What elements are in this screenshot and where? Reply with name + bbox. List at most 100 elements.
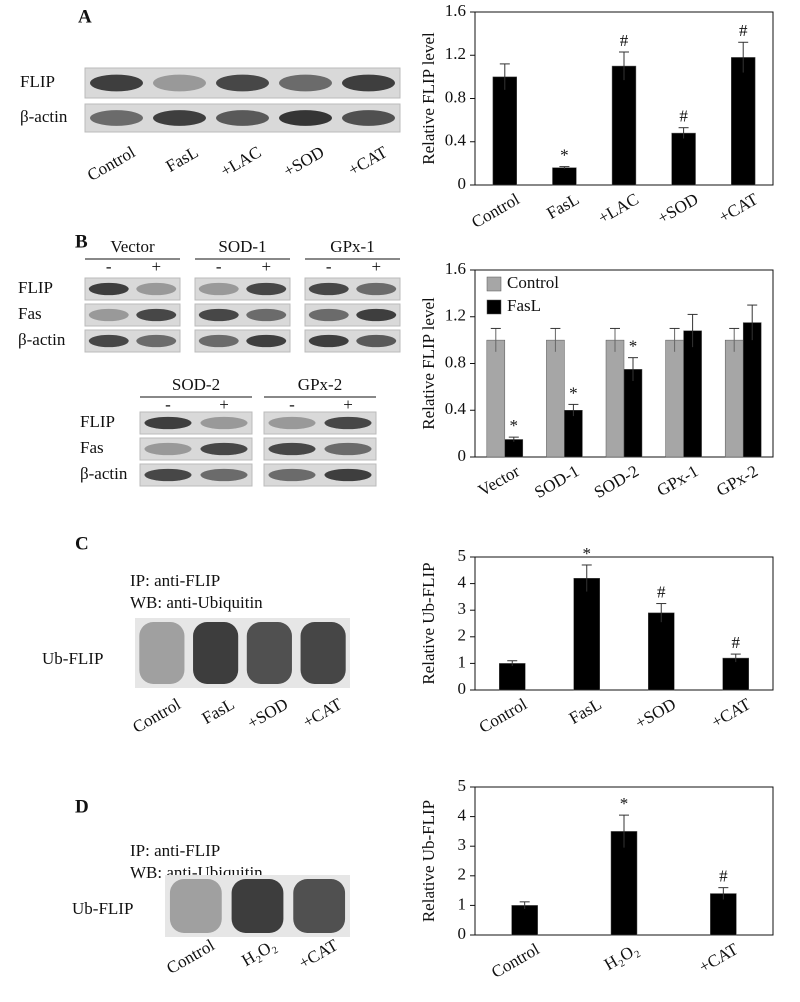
error-bar xyxy=(628,357,638,382)
significance-marker: * xyxy=(583,544,592,563)
lane-label: FasL xyxy=(199,694,238,727)
significance-marker: * xyxy=(560,146,569,165)
lane-label: +CAT xyxy=(299,694,345,732)
row-label: β-actin xyxy=(80,464,128,483)
lane-label: Control xyxy=(84,142,139,185)
row-label: FLIP xyxy=(18,278,53,297)
significance-marker: # xyxy=(732,633,741,652)
bar xyxy=(492,76,517,186)
blot-band xyxy=(88,308,129,322)
blot-smear xyxy=(246,622,292,684)
sign-label: + xyxy=(151,257,161,276)
blot-smear xyxy=(193,622,239,684)
blot-band xyxy=(136,308,177,322)
sign-label: - xyxy=(106,257,112,276)
y-tick-label: 1 xyxy=(458,652,467,671)
y-tick-label: 1.2 xyxy=(445,44,466,63)
blot-band xyxy=(198,308,239,322)
blot-band xyxy=(268,442,316,456)
blot-band xyxy=(90,110,143,126)
bar xyxy=(665,339,684,458)
bar xyxy=(611,65,637,186)
y-axis-label: Relative FLIP level xyxy=(419,32,438,165)
legend-swatch xyxy=(486,276,502,292)
x-tick-label: +CAT xyxy=(708,694,754,732)
bar xyxy=(731,57,756,186)
sign-label: + xyxy=(219,395,229,414)
blot-band xyxy=(88,282,129,296)
y-tick-label: 0.8 xyxy=(445,87,466,106)
blot-band xyxy=(246,282,287,296)
bar xyxy=(610,831,638,936)
bar xyxy=(671,132,696,186)
lane-label: FasL xyxy=(163,142,202,175)
sign-label: + xyxy=(343,395,353,414)
y-tick-label: 0.4 xyxy=(445,399,467,418)
y-tick-label: 2 xyxy=(458,626,467,645)
bar xyxy=(724,339,744,458)
y-tick-label: 0.8 xyxy=(445,352,466,371)
error-bar xyxy=(499,63,510,90)
error-bar xyxy=(610,327,620,352)
y-axis-label: Relative FLIP level xyxy=(419,297,438,430)
bar xyxy=(546,339,565,458)
y-tick-label: 0 xyxy=(458,924,467,943)
error-bar xyxy=(619,51,629,81)
lane-label: +CAT xyxy=(296,935,342,973)
y-tick-label: 1.2 xyxy=(445,306,466,325)
legend-label: FasL xyxy=(507,296,541,315)
group-label: SOD-1 xyxy=(218,237,266,256)
x-tick-label: Vector xyxy=(475,461,523,500)
bar xyxy=(499,663,526,691)
row-label: FLIP xyxy=(80,412,115,431)
row-label: Fas xyxy=(18,304,42,323)
y-tick-label: 4 xyxy=(458,806,467,825)
error-bar xyxy=(507,660,518,667)
group-label: GPx-1 xyxy=(330,237,374,256)
bar xyxy=(605,339,625,458)
bar xyxy=(710,893,737,936)
x-tick-label: +CAT xyxy=(696,939,742,977)
error-bar xyxy=(747,304,758,341)
y-tick-label: 4 xyxy=(458,573,467,592)
blot-band xyxy=(279,110,332,126)
blot-band xyxy=(200,468,248,482)
blot-band xyxy=(144,468,192,482)
blot-band xyxy=(153,74,206,92)
significance-marker: * xyxy=(620,794,629,813)
error-bar xyxy=(669,327,680,352)
blot-band xyxy=(308,282,349,296)
blot-smear xyxy=(139,622,185,684)
row-label: β-actin xyxy=(20,107,68,126)
y-tick-label: 1.6 xyxy=(445,1,466,20)
significance-marker: # xyxy=(739,21,748,40)
bar xyxy=(511,905,538,936)
x-tick-label: FasL xyxy=(566,694,605,727)
blot-band xyxy=(200,442,248,456)
blot-band xyxy=(246,334,287,348)
sign-label: - xyxy=(165,395,171,414)
group-label: SOD-2 xyxy=(172,375,220,394)
blot-band xyxy=(268,468,316,482)
panel-label: B xyxy=(75,231,88,252)
error-bar xyxy=(730,653,741,663)
blot-band xyxy=(216,110,269,126)
bar xyxy=(683,330,702,458)
bar xyxy=(742,322,762,458)
group-label: Vector xyxy=(110,237,155,256)
blot-band xyxy=(356,308,397,322)
wb-label: WB: anti-Ubiquitin xyxy=(130,593,263,612)
bar xyxy=(552,167,577,186)
legend-swatch xyxy=(486,299,502,315)
error-bar xyxy=(568,403,579,417)
y-tick-label: 1 xyxy=(458,894,467,913)
y-tick-label: 3 xyxy=(458,599,467,618)
blot-band xyxy=(308,308,349,322)
plot-frame xyxy=(474,556,774,691)
significance-marker: * xyxy=(510,416,519,435)
significance-marker: # xyxy=(719,867,728,886)
blot-band xyxy=(136,282,177,296)
x-tick-label: SOD-1 xyxy=(531,461,582,502)
blot-band xyxy=(324,442,372,456)
